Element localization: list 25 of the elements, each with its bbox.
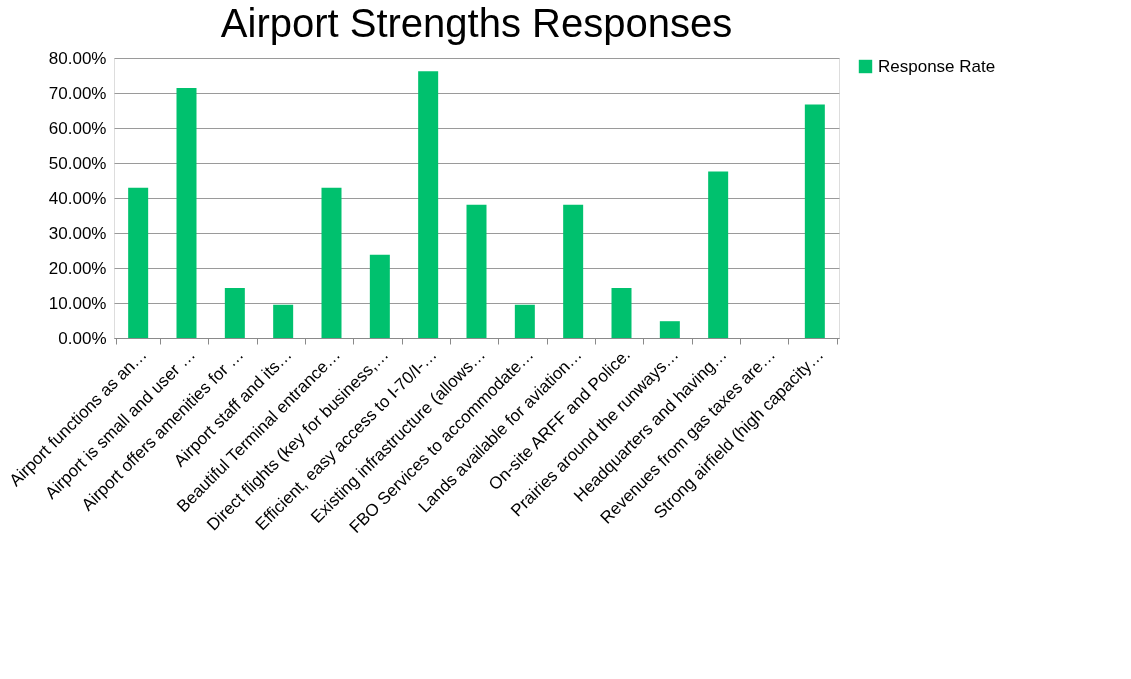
legend-label: Response Rate	[878, 56, 996, 76]
bar	[708, 171, 729, 338]
chart-title: Airport Strengths Responses	[220, 1, 733, 45]
y-tick-label: 20.00%	[48, 258, 107, 278]
bar	[659, 321, 680, 338]
bar	[804, 104, 825, 338]
y-tick-label: 80.00%	[48, 48, 107, 68]
bar	[369, 254, 390, 338]
y-tick-label: 30.00%	[48, 223, 107, 243]
bar	[128, 187, 149, 338]
y-tick-label: 0.00%	[58, 328, 107, 348]
y-tick-label: 60.00%	[48, 118, 107, 138]
bar	[418, 71, 439, 338]
bar	[273, 304, 294, 338]
y-tick-label: 50.00%	[48, 153, 107, 173]
y-tick-label: 40.00%	[48, 188, 107, 208]
y-tick-label: 70.00%	[48, 83, 107, 103]
bar	[514, 304, 535, 338]
y-tick-label: 10.00%	[48, 293, 107, 313]
bar	[563, 204, 584, 338]
bar	[321, 187, 342, 338]
bar	[176, 88, 197, 338]
bar	[466, 204, 487, 338]
bar	[611, 287, 632, 338]
bar	[224, 287, 245, 338]
